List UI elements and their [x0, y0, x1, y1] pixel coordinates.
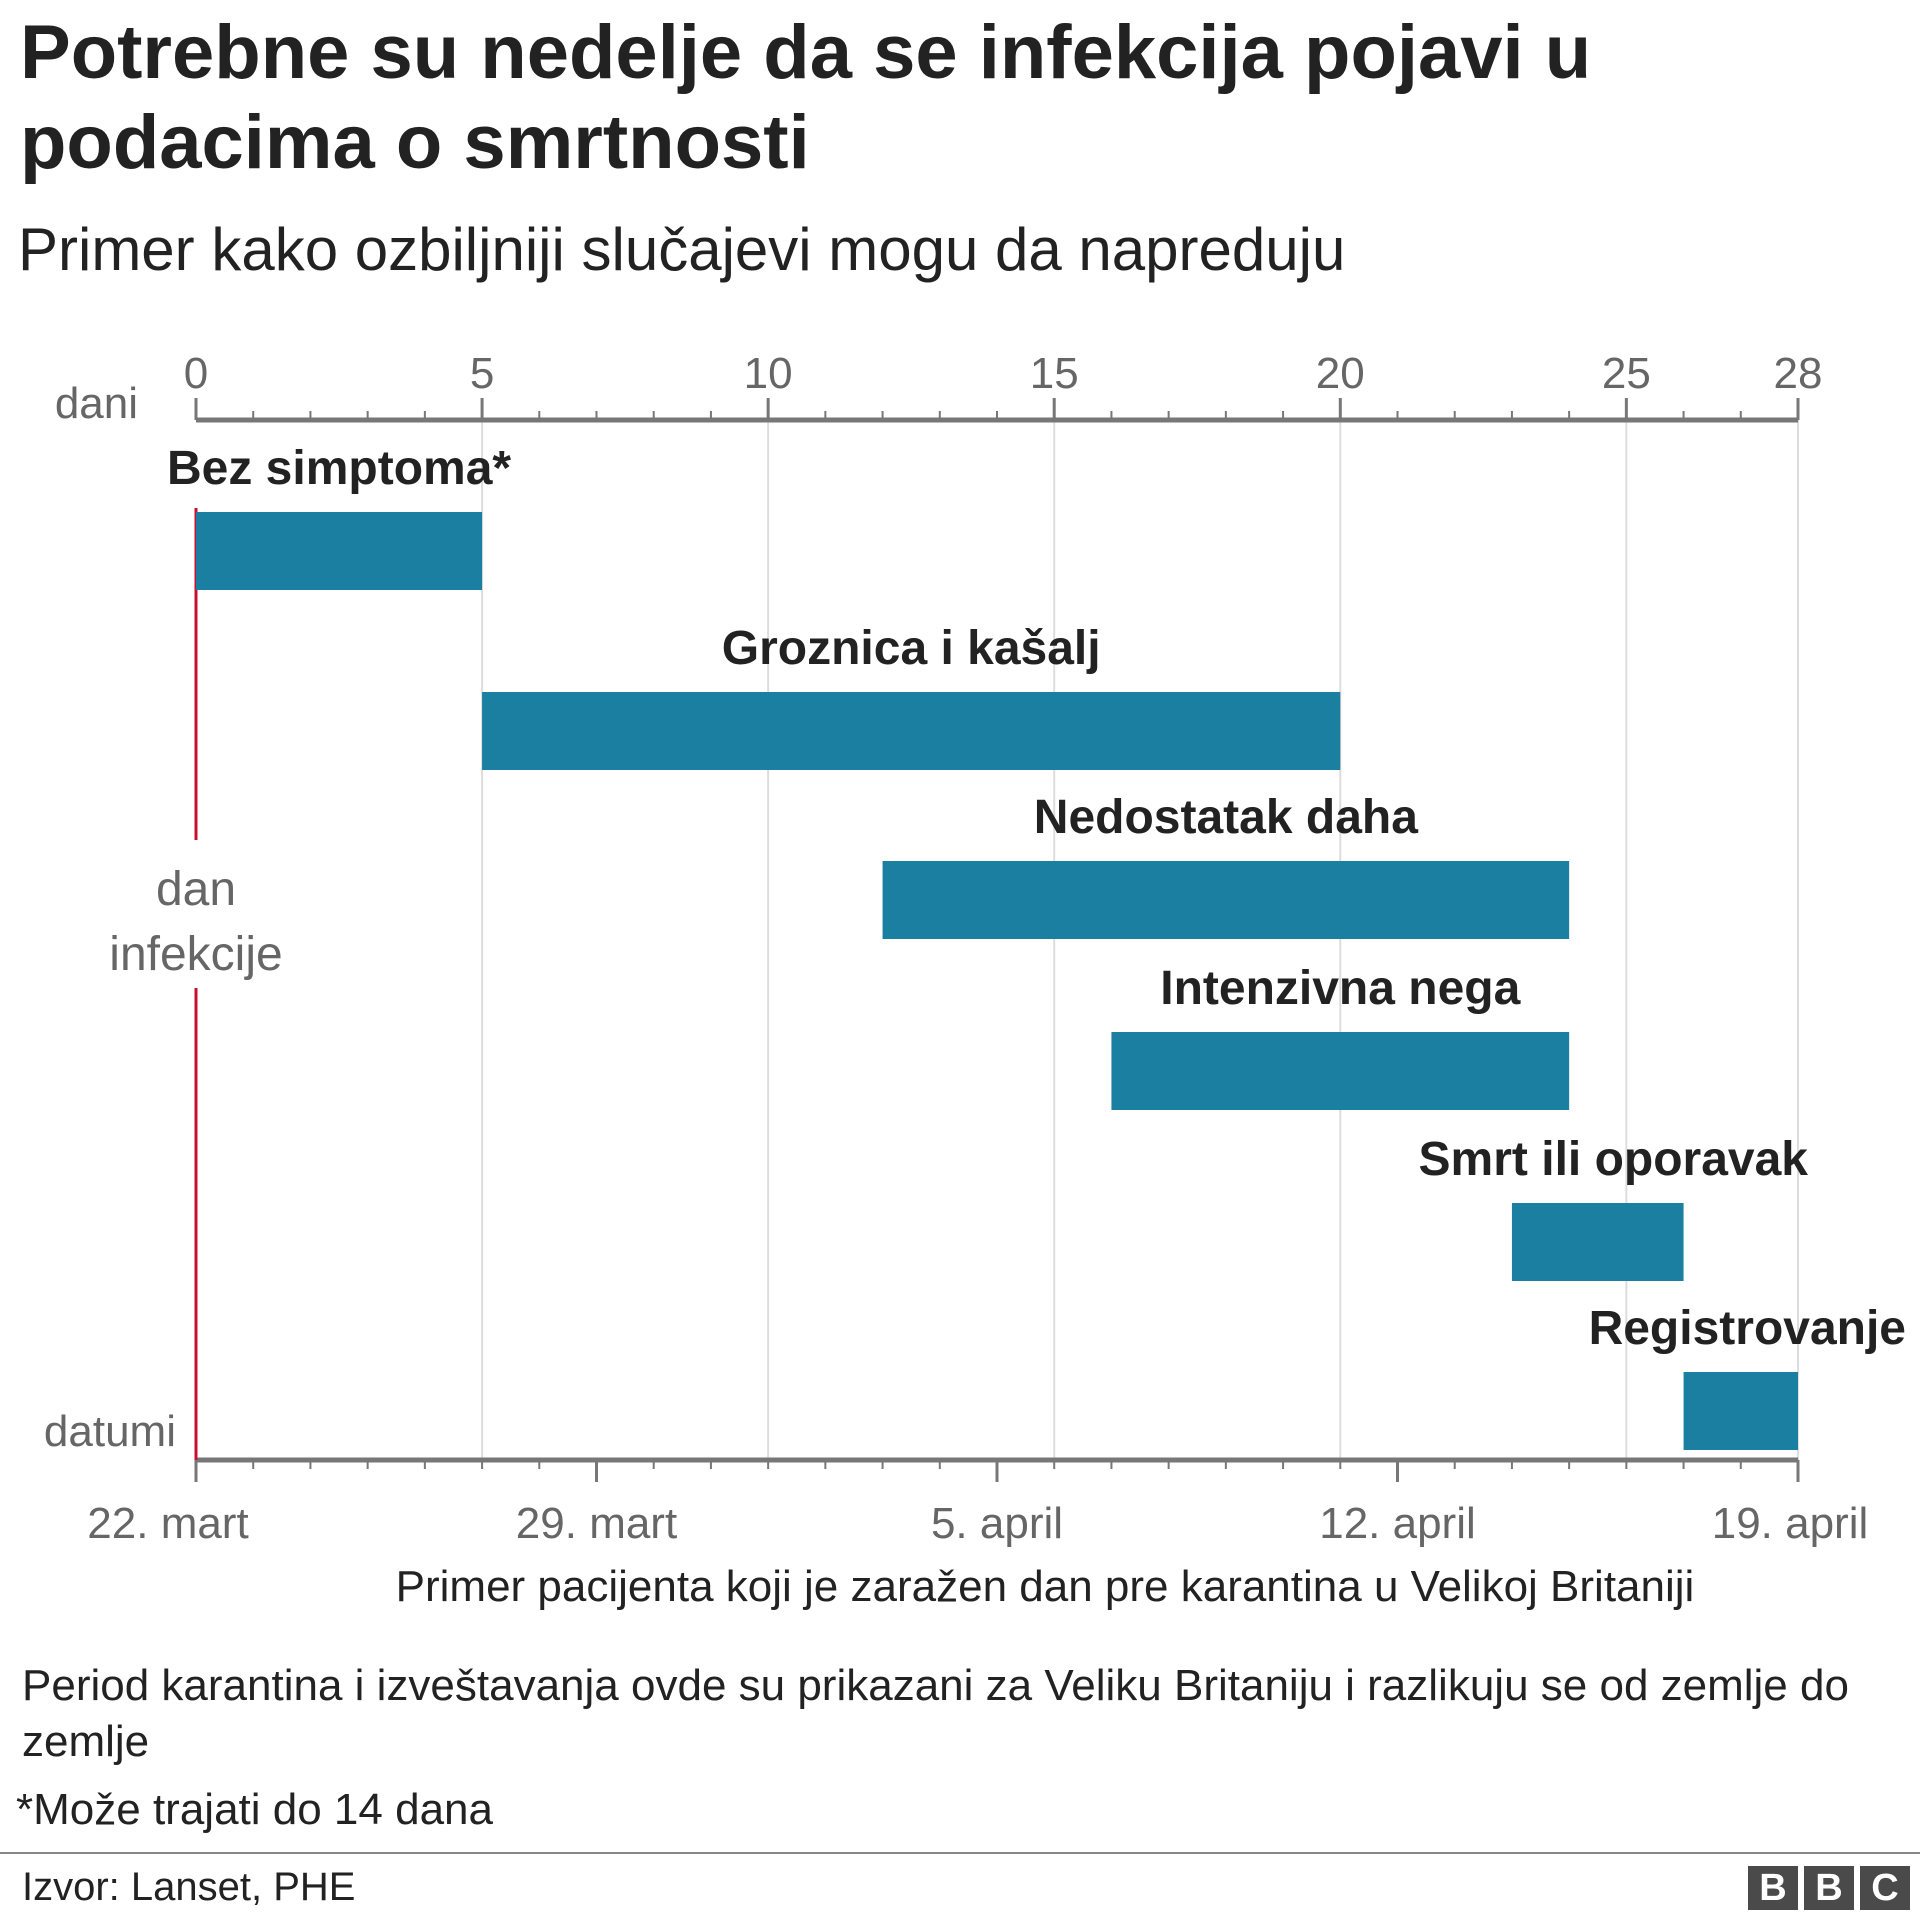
bottom-axis-tick-label: 29. mart: [516, 1499, 677, 1548]
timeline-bar: [1683, 1372, 1798, 1450]
infection-day-label: infekcije: [109, 928, 282, 981]
bar-label: Registrovanje: [1589, 1302, 1906, 1355]
timeline-bar: [196, 512, 483, 590]
bbc-logo-letter: B: [1748, 1866, 1798, 1910]
top-axis-title: dani: [55, 379, 138, 428]
bottom-axis-tick-label: 12. april: [1319, 1499, 1476, 1548]
top-axis-tick-label: 28: [1774, 349, 1823, 398]
top-axis-tick-label: 10: [744, 349, 793, 398]
timeline-bar: [1511, 1203, 1684, 1281]
bbc-logo-letter: B: [1804, 1866, 1854, 1910]
source-text: Izvor: Lanset, PHE: [22, 1865, 356, 1909]
top-axis-tick-label: 25: [1602, 349, 1651, 398]
bar-label: Nedostatak daha: [1034, 791, 1418, 844]
timeline-chart: 0 5 10 15 20 25 28 dani 22. mart 29. mart 5. april…: [44, 349, 1906, 1611]
bar-label: Groznica i kašalj: [722, 622, 1101, 675]
timeline-bar: [1111, 1032, 1570, 1110]
timeline-bar: [482, 692, 1341, 770]
bottom-axis-tick-label: 19. april: [1712, 1499, 1869, 1548]
bar-label: Intenzivna nega: [1160, 962, 1520, 1015]
bbc-logo: B B C: [1748, 1866, 1910, 1910]
bottom-axis-tick-label: 5. april: [931, 1499, 1063, 1548]
bbc-logo-letter: C: [1860, 1866, 1910, 1910]
footnote: *Može trajati do 14 dana: [16, 1785, 493, 1834]
timeline-bar: [882, 861, 1570, 939]
bar-label: Bez simptoma*: [167, 442, 511, 495]
infection-day-label: dan: [156, 863, 236, 916]
top-axis-tick-label: 20: [1316, 349, 1365, 398]
bar-label: Smrt ili oporavak: [1419, 1133, 1809, 1186]
chart-subtitle: Primer kako ozbiljniji slučajevi mogu da…: [18, 216, 1346, 283]
chart-caption: Primer pacijenta koji je zaražen dan pre…: [396, 1562, 1695, 1611]
chart-title: Potrebne su nedelje da se infekcija poja…: [20, 10, 1592, 185]
period-note: Period karantina i izveštavanja ovde su …: [22, 1661, 1849, 1766]
top-axis-tick-label: 0: [184, 349, 208, 398]
top-axis-tick-label: 15: [1030, 349, 1079, 398]
top-axis-tick-label: 5: [470, 349, 494, 398]
bottom-axis-tick-label: 22. mart: [87, 1499, 248, 1548]
bottom-axis-title: datumi: [44, 1407, 176, 1456]
footer-divider: [0, 1852, 1920, 1854]
